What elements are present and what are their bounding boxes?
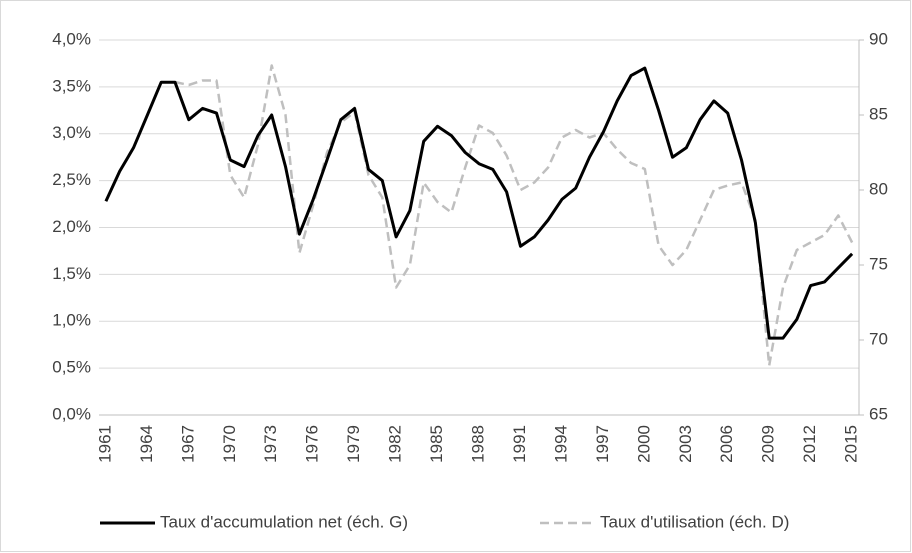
y-tick-label: 0,5% [52, 358, 91, 377]
legend-label: Taux d'accumulation net (éch. G) [160, 512, 408, 531]
x-tick-label: 1982 [386, 425, 405, 463]
x-tick-label: 1967 [178, 425, 197, 463]
x-tick-label: 1994 [551, 425, 570, 463]
x-tick-label: 1973 [261, 425, 280, 463]
series-line [104, 66, 854, 340]
x-tick-label: 1970 [220, 425, 239, 463]
x-tick-label: 1961 [95, 425, 114, 463]
x-tick-label: 1985 [427, 425, 446, 463]
x-tick-label: 1991 [510, 425, 529, 463]
x-tick-label: 1988 [468, 425, 487, 463]
x-tick-label: 2000 [634, 425, 653, 463]
y-tick-label: 1,0% [52, 311, 91, 330]
legend-label: Taux d'utilisation (éch. D) [600, 512, 789, 531]
x-tick-label: 2003 [676, 425, 695, 463]
y2-tick-label: 65 [869, 404, 888, 423]
x-tick-label: 1976 [303, 425, 322, 463]
x-tick-label: 1979 [344, 425, 363, 463]
y-tick-label: 1,5% [52, 264, 91, 283]
y-tick-label: 4,0% [52, 29, 91, 48]
y-tick-label: 2,5% [52, 170, 91, 189]
y-tick-label: 0,0% [52, 404, 91, 423]
x-tick-label: 1964 [137, 425, 156, 463]
y-tick-label: 3,5% [52, 76, 91, 95]
y2-tick-label: 85 [869, 104, 888, 123]
y-tick-label: 3,0% [52, 123, 91, 142]
y-tick-label: 2,0% [52, 217, 91, 236]
x-tick-label: 2009 [759, 425, 778, 463]
x-tick-label: 2006 [717, 425, 736, 463]
y2-tick-label: 90 [869, 29, 888, 48]
x-tick-label: 2015 [842, 425, 861, 463]
y2-tick-label: 80 [869, 179, 888, 198]
y2-tick-label: 75 [869, 254, 888, 273]
series-line [174, 64, 854, 367]
x-tick-label: 2012 [800, 425, 819, 463]
y2-tick-label: 70 [869, 329, 888, 348]
x-tick-label: 1997 [593, 425, 612, 463]
